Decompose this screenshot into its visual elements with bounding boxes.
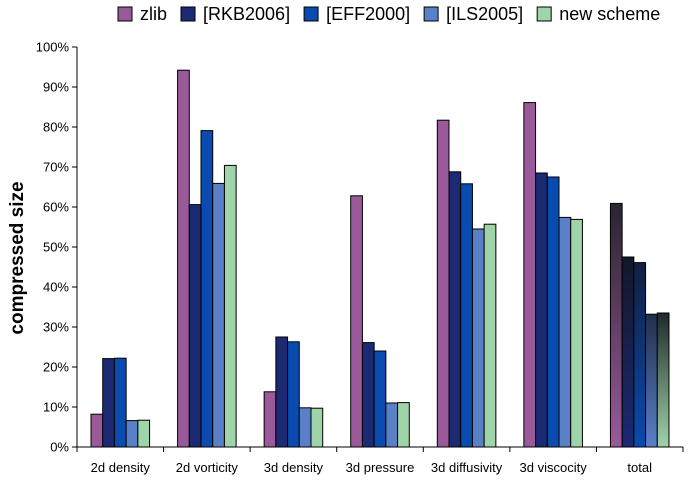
y-tick-label: 100% [36,40,70,55]
bar [645,313,658,448]
bar [397,402,410,448]
x-tick-label: 2d vorticity [176,460,239,475]
y-tick-label: 10% [43,400,69,415]
y-tick-label: 80% [43,120,69,135]
legend-swatch [536,6,552,22]
bar [200,130,214,448]
x-tick-label: 3d density [264,460,324,475]
bar [621,256,635,448]
legend-swatch [117,6,133,22]
x-tick-label: 3d viscocity [520,460,588,475]
y-axis-label: compressed size [7,181,28,334]
bar [287,341,300,448]
legend: zlib [RKB2006] [EFF2000] [ILS2005] new schem… [117,4,660,24]
legend-swatch [303,6,319,22]
bar [656,312,670,448]
bar [275,336,289,448]
bar [188,204,202,448]
legend-label: [EFF2000] [326,4,410,24]
bar [535,172,548,448]
x-axis: 2d density 2d vorticity 3d density 3d press… [76,446,684,475]
legend-swatch [423,6,439,22]
bar [570,218,583,448]
x-tick-label: 3d diffusivity [431,460,503,475]
bar [263,391,277,448]
x-tick-label: 2d density [91,460,151,475]
x-tick-label: 3d pressure [346,460,415,475]
legend-swatch [180,6,196,22]
bar [558,216,572,448]
bars [90,69,670,448]
x-tick-label: total [627,460,652,475]
bar [113,357,127,448]
legend-label: new scheme [559,4,660,24]
bar [350,195,363,448]
bar [310,407,324,448]
bar [212,182,225,448]
bar [483,223,497,448]
legend-label: zlib [140,4,167,24]
bar [523,102,537,448]
y-tick-label: 60% [43,200,69,215]
bar [546,176,560,448]
y-tick-label: 20% [43,360,69,375]
y-tick-label: 40% [43,280,69,295]
y-tick-label: 90% [43,80,69,95]
bar [633,262,647,448]
bar [471,228,485,448]
y-tick-label: 70% [43,160,69,175]
bar [298,407,312,448]
bar [609,202,623,448]
bar [125,420,139,448]
legend-label: [ILS2005] [446,4,523,24]
y-axis: 0% 10% 20% 30% 40% 50% 60% 70% 80% 90% 100% [36,40,78,455]
y-tick-label: 50% [43,240,69,255]
y-tick-label: 30% [43,320,69,335]
bar [385,402,399,448]
bar [102,358,115,448]
bar [137,419,151,448]
y-tick-label: 0% [50,440,69,455]
bar [177,69,190,448]
bar [436,119,450,448]
bar [361,342,375,448]
bar [223,164,237,448]
bar [90,413,104,448]
legend-label: [RKB2006] [203,4,290,24]
bar [373,350,387,448]
bar [448,171,462,448]
bar [460,183,473,448]
